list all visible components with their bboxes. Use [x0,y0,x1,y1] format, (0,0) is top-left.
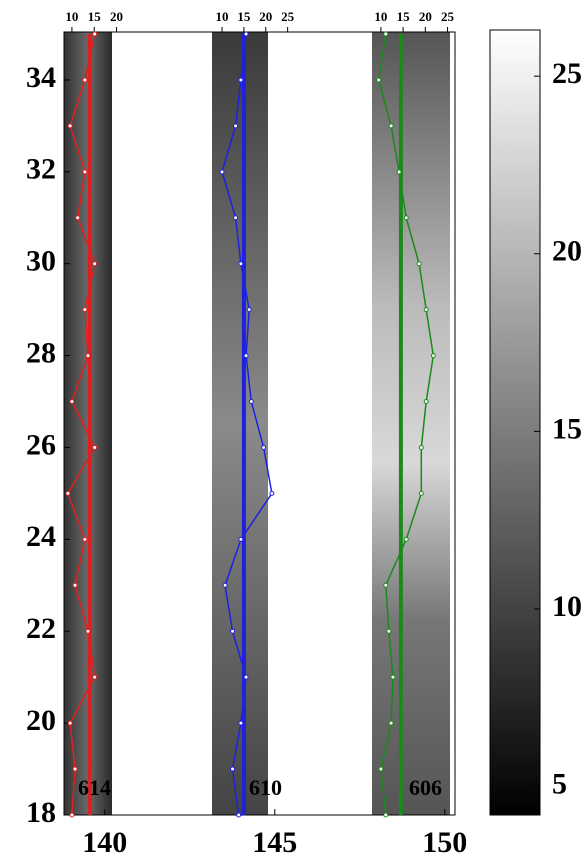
profile-line [67,33,96,816]
profile-point [243,674,249,680]
profile-point [222,582,228,588]
profile-point [233,215,239,221]
profile-point [233,123,239,129]
profile-point [69,812,75,818]
profile-point [269,490,275,496]
plot-frame [63,31,456,816]
strip-tick-label: 10 [65,9,78,24]
profile-point [430,353,436,359]
y-tick-label: 30 [26,245,56,278]
strip-tick-label: 10 [216,9,229,24]
colorbar-tick-label: 5 [552,767,567,800]
profile-point [383,812,389,818]
strip-tick-label: 15 [237,9,251,24]
y-tick-label: 22 [26,612,56,645]
profile-point [238,261,244,267]
profile-point [92,31,98,37]
strip-tick-label: 25 [281,9,295,24]
strip-label: 606 [409,775,442,800]
profile-point [423,307,429,313]
profile-point [403,536,409,542]
profile-point [92,261,98,267]
profile-point [92,674,98,680]
x-tick-label: 150 [422,826,467,859]
profile-point [230,766,236,772]
strip-label: 614 [78,775,111,800]
profile-point [238,77,244,83]
profile-point [82,77,88,83]
strip-image [212,32,268,815]
profile-point [92,444,98,450]
profile-point [418,444,424,450]
profile-point [383,582,389,588]
profile-point [423,399,429,405]
x-tick-label: 145 [252,826,297,859]
y-tick-label: 24 [26,520,56,553]
strip-tick-label: 25 [441,9,455,24]
strip-tick-label: 20 [259,9,272,24]
profile-point [248,399,254,405]
profile-point [82,169,88,175]
y-tick-label: 32 [26,153,56,186]
profile-point [236,812,242,818]
profile-point [390,674,396,680]
profile-point [243,353,249,359]
profile-point [75,215,81,221]
profile-point [65,490,71,496]
profile-point [85,628,91,634]
strip-label: 610 [249,775,282,800]
profile-point [416,261,422,267]
profile-point [388,720,394,726]
y-tick-label: 28 [26,336,56,369]
profile-line [377,33,435,816]
colorbar-tick-label: 20 [552,235,582,268]
strip-image [372,32,450,815]
strip-tick-label: 20 [419,9,432,24]
profile-point [388,123,394,129]
strip-tick-label: 10 [374,9,387,24]
profile-point [219,169,225,175]
profile-point [72,766,78,772]
x-tick-label: 140 [82,826,127,859]
colorbar-tick-label: 15 [552,412,582,445]
strip-tick-label: 20 [110,9,123,24]
profile-line [221,33,273,816]
profile-point [82,307,88,313]
profile-point [243,31,249,37]
profile-point [396,169,402,175]
profile-point [230,628,236,634]
strip-tick-label: 15 [88,9,102,24]
profile-point [72,582,78,588]
profile-point [246,307,252,313]
y-tick-label: 26 [26,428,56,461]
y-tick-label: 18 [26,796,56,829]
profile-point [238,536,244,542]
profile-point [261,444,267,450]
profile-point [378,766,384,772]
colorbar-tick-label: 25 [552,57,582,90]
profile-point [403,215,409,221]
profile-point [238,720,244,726]
profile-point [386,628,392,634]
colorbar-tick-label: 10 [552,590,582,623]
profile-point [82,536,88,542]
profile-point [376,77,382,83]
profile-point [67,720,73,726]
profile-point [418,490,424,496]
y-tick-label: 20 [26,704,56,737]
strip-tick-label: 15 [397,9,411,24]
profile-point [67,123,73,129]
y-tick-label: 34 [26,61,56,94]
profile-point [69,399,75,405]
colorbar [489,29,541,816]
profile-point [383,31,389,37]
profile-point [85,353,91,359]
